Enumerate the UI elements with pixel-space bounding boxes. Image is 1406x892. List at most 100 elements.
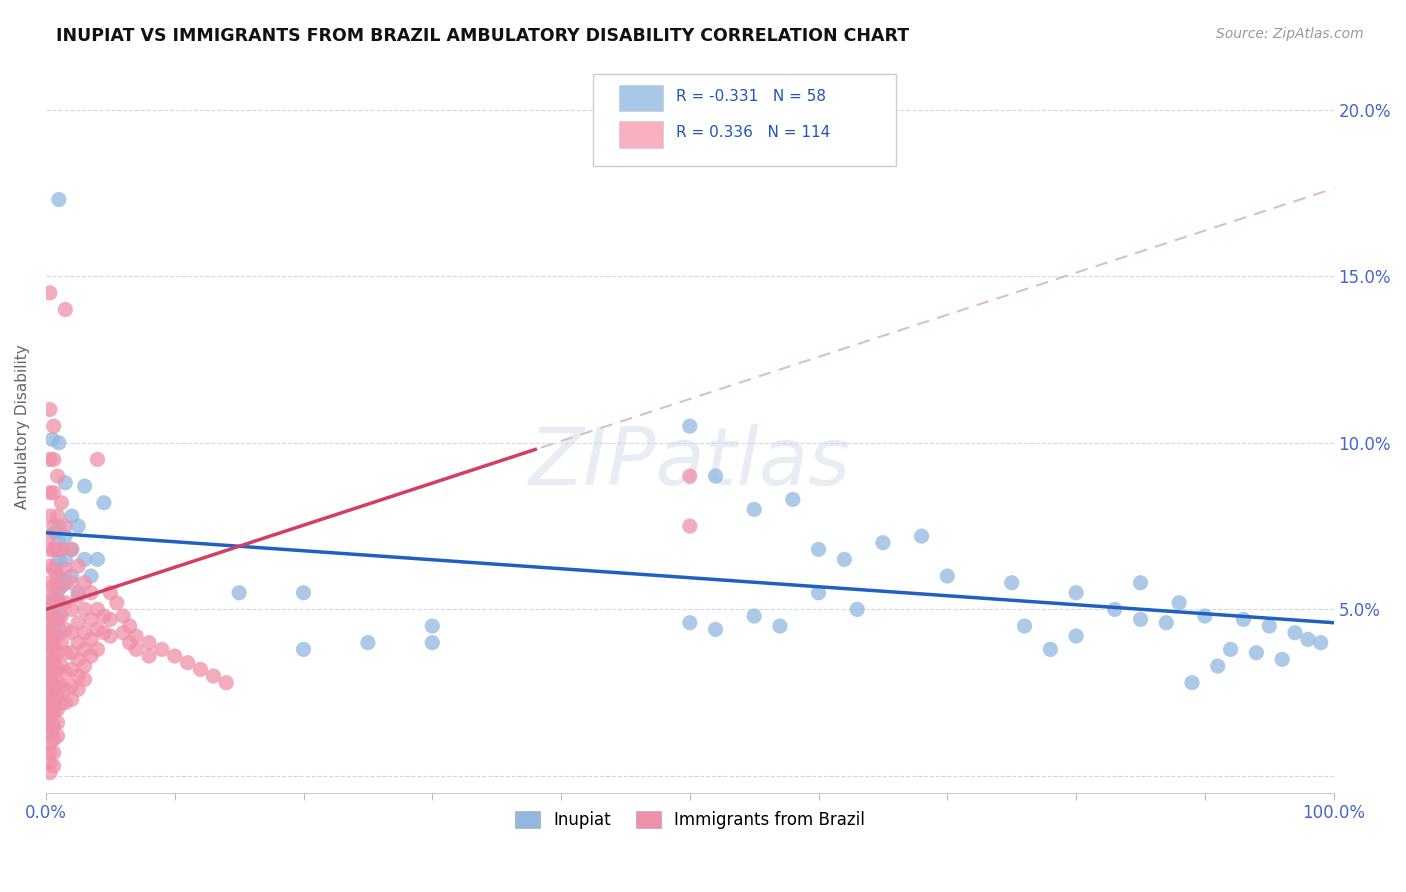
Point (420, 619, 443, 633)
Point (42, 665, 65, 680)
Point (46, 715, 69, 730)
Point (1168, 596, 1191, 610)
Point (420, 636, 443, 650)
Point (42, 612, 65, 626)
Text: R = -0.331   N = 58: R = -0.331 N = 58 (676, 88, 825, 103)
Point (60, 602, 83, 616)
Point (38, 646, 60, 660)
Text: INUPIAT VS IMMIGRANTS FROM BRAZIL AMBULATORY DISABILITY CORRELATION CHART: INUPIAT VS IMMIGRANTS FROM BRAZIL AMBULA… (56, 27, 910, 45)
Point (53, 519, 76, 533)
Point (67, 636, 90, 650)
Point (48, 535, 70, 549)
Point (38, 706, 60, 720)
Point (163, 648, 186, 663)
Point (769, 619, 792, 633)
Point (38, 575, 60, 590)
Point (704, 623, 727, 637)
Point (38, 756, 60, 770)
Point (42, 485, 65, 500)
Point (44, 525, 66, 540)
Point (42, 542, 65, 557)
Point (42, 452, 65, 467)
Point (67, 589, 90, 603)
Point (1284, 625, 1306, 640)
FancyBboxPatch shape (593, 74, 896, 166)
Point (704, 469, 727, 483)
Legend: Inupiat, Immigrants from Brazil: Inupiat, Immigrants from Brazil (508, 804, 872, 836)
Point (1104, 602, 1126, 616)
Point (53, 623, 76, 637)
Point (46, 575, 69, 590)
Point (48, 435, 70, 450)
Point (53, 475, 76, 490)
Point (42, 519, 65, 533)
Point (1194, 609, 1216, 624)
Point (73, 625, 96, 640)
Point (48, 582, 70, 597)
Point (53, 665, 76, 680)
Point (73, 552, 96, 566)
Point (42, 719, 65, 733)
Point (67, 559, 90, 574)
Point (679, 519, 702, 533)
Point (46, 662, 69, 676)
Point (53, 596, 76, 610)
Point (80, 569, 103, 583)
Point (41, 623, 63, 637)
Point (42, 652, 65, 666)
Point (38, 625, 60, 640)
Point (60, 646, 83, 660)
Point (80, 585, 103, 599)
Point (60, 692, 83, 706)
Point (46, 469, 69, 483)
Point (44, 542, 66, 557)
Point (38, 675, 60, 690)
Point (38, 746, 60, 760)
Point (41, 656, 63, 670)
Point (51, 636, 73, 650)
Point (73, 479, 96, 493)
Point (38, 452, 60, 467)
Point (48, 569, 70, 583)
Point (48, 552, 70, 566)
Point (73, 673, 96, 687)
Point (42, 732, 65, 747)
Point (67, 585, 90, 599)
Point (48, 609, 70, 624)
Point (41, 665, 63, 680)
Point (138, 648, 160, 663)
Point (1129, 612, 1152, 626)
Point (41, 433, 63, 447)
Point (80, 632, 103, 647)
Point (292, 585, 315, 599)
Point (53, 646, 76, 660)
Point (215, 675, 238, 690)
Point (41, 675, 63, 690)
Point (60, 625, 83, 640)
Point (86, 623, 108, 637)
Point (228, 585, 250, 599)
Point (118, 619, 141, 633)
Point (112, 609, 135, 624)
Point (60, 679, 83, 693)
Point (1219, 642, 1241, 657)
Point (60, 575, 83, 590)
Point (38, 542, 60, 557)
Point (73, 575, 96, 590)
Point (118, 636, 141, 650)
Point (41, 715, 63, 730)
Point (42, 692, 65, 706)
Point (202, 669, 225, 683)
Point (1181, 675, 1204, 690)
Point (1154, 615, 1177, 630)
Point (46, 612, 69, 626)
Point (1271, 652, 1294, 666)
Point (1001, 575, 1024, 590)
Point (46, 509, 69, 524)
Point (42, 639, 65, 653)
Point (46, 592, 69, 607)
Point (46, 629, 69, 643)
Point (176, 656, 198, 670)
Point (80, 648, 103, 663)
Point (53, 682, 76, 697)
